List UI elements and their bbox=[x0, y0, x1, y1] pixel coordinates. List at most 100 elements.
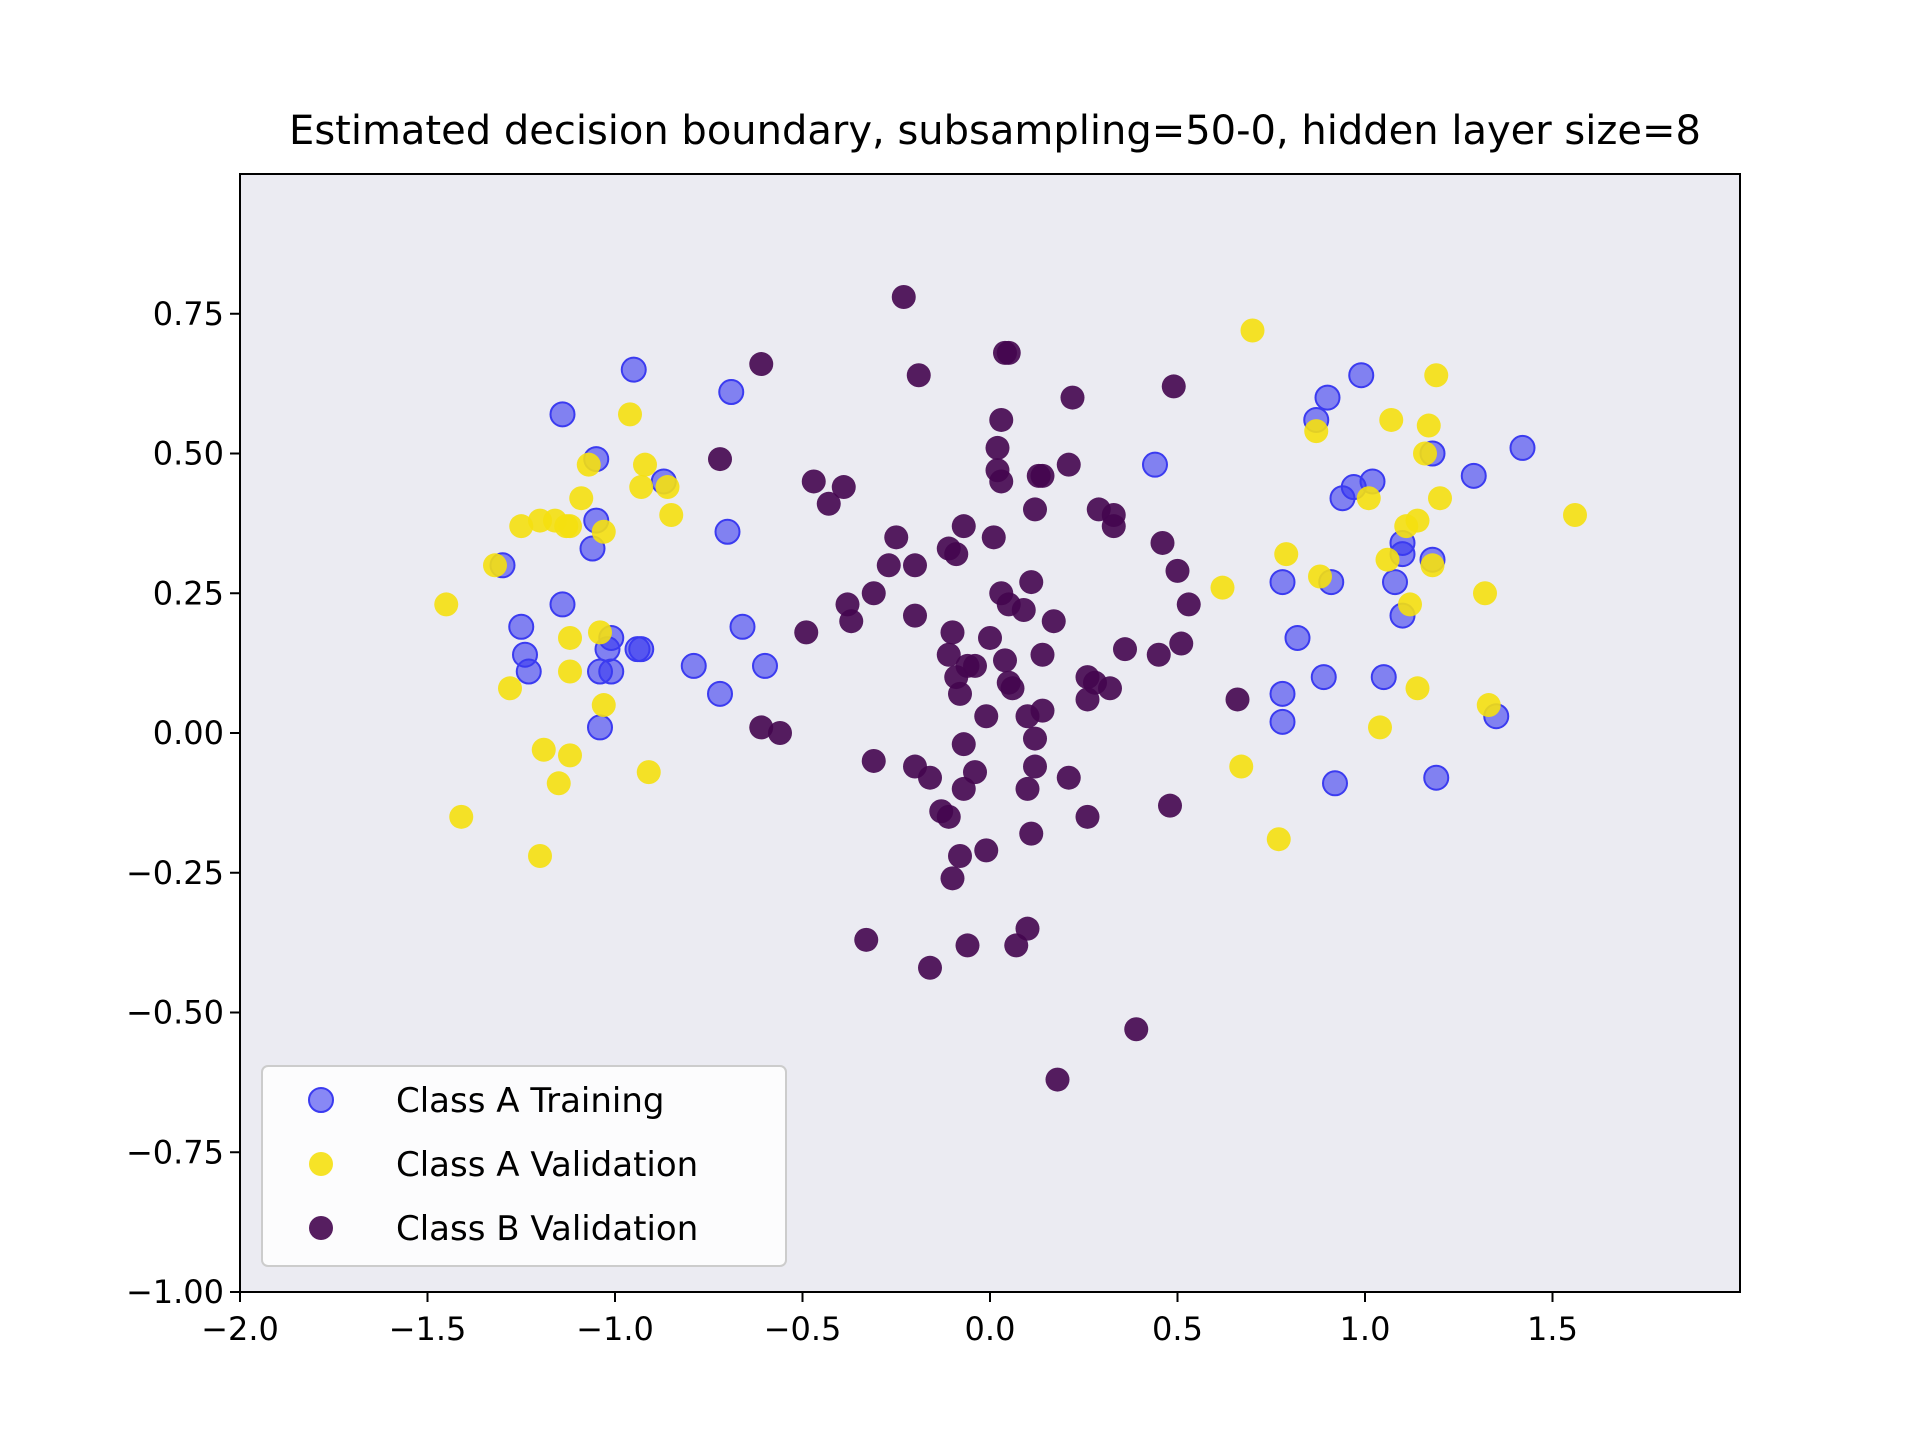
data-point bbox=[1098, 676, 1122, 701]
data-point bbox=[1158, 793, 1182, 818]
data-point bbox=[620, 356, 647, 383]
data-point bbox=[1329, 485, 1356, 512]
data-point bbox=[576, 452, 601, 477]
data-point bbox=[1240, 318, 1265, 343]
data-point bbox=[483, 553, 507, 578]
data-point bbox=[752, 652, 778, 679]
x-tick-label: −2.0 bbox=[201, 1310, 279, 1348]
data-point bbox=[588, 620, 612, 645]
data-point bbox=[1314, 384, 1341, 411]
data-point bbox=[1379, 407, 1404, 432]
data-point bbox=[1169, 631, 1194, 656]
data-point bbox=[1056, 452, 1081, 477]
legend-marker bbox=[309, 1216, 333, 1240]
data-point bbox=[1308, 564, 1332, 589]
data-point bbox=[549, 591, 576, 618]
data-point bbox=[884, 525, 909, 550]
data-point bbox=[989, 407, 1014, 432]
data-point bbox=[918, 765, 942, 790]
data-point bbox=[948, 681, 972, 706]
data-point bbox=[587, 714, 613, 741]
data-point bbox=[528, 843, 552, 868]
data-point bbox=[794, 620, 819, 645]
legend-label: Class A Validation bbox=[396, 1145, 698, 1185]
data-point bbox=[749, 715, 774, 740]
y-tick-label: 0.25 bbox=[153, 574, 224, 612]
legend-label: Class B Validation bbox=[396, 1209, 698, 1249]
chart-title: Estimated decision boundary, subsampling… bbox=[289, 108, 1701, 154]
data-point bbox=[1023, 726, 1047, 751]
data-point bbox=[993, 648, 1017, 673]
x-tick-label: 1.5 bbox=[1527, 1310, 1578, 1348]
data-point bbox=[569, 486, 594, 511]
data-point bbox=[1428, 486, 1452, 511]
data-point bbox=[1310, 664, 1337, 691]
data-point bbox=[1015, 776, 1040, 801]
data-point bbox=[974, 838, 999, 863]
data-point bbox=[680, 652, 707, 679]
data-point bbox=[515, 658, 542, 685]
data-point bbox=[1398, 592, 1422, 617]
data-point bbox=[978, 625, 1002, 650]
data-point bbox=[558, 743, 582, 768]
data-point bbox=[1356, 486, 1381, 511]
data-point bbox=[1056, 765, 1081, 790]
data-point bbox=[1041, 609, 1066, 634]
data-point bbox=[628, 636, 655, 663]
data-point bbox=[1015, 704, 1040, 729]
data-point bbox=[1019, 821, 1044, 846]
points-layer bbox=[434, 284, 1587, 1092]
data-point bbox=[1269, 680, 1296, 707]
data-point bbox=[1348, 362, 1375, 389]
data-point bbox=[1075, 687, 1100, 712]
data-point bbox=[1304, 419, 1329, 444]
data-point bbox=[1370, 664, 1397, 691]
data-point bbox=[1075, 804, 1100, 829]
data-point bbox=[1420, 553, 1445, 578]
data-point bbox=[659, 502, 684, 527]
y-tick-label: −0.25 bbox=[126, 854, 224, 892]
data-point bbox=[1382, 569, 1408, 596]
data-point bbox=[1019, 570, 1044, 595]
data-point bbox=[508, 613, 535, 640]
data-point bbox=[1030, 463, 1055, 488]
legend-marker bbox=[308, 1087, 334, 1113]
data-point bbox=[1269, 708, 1296, 735]
data-point bbox=[554, 514, 579, 539]
data-point bbox=[655, 475, 680, 500]
data-point bbox=[1011, 598, 1036, 623]
data-point bbox=[708, 447, 732, 472]
data-point bbox=[955, 933, 980, 958]
data-point bbox=[936, 642, 961, 667]
data-point bbox=[906, 363, 931, 388]
data-point bbox=[940, 866, 965, 891]
data-point bbox=[1045, 1067, 1070, 1092]
data-point bbox=[1113, 637, 1137, 662]
data-point bbox=[598, 658, 625, 685]
data-point bbox=[707, 680, 733, 707]
data-point bbox=[801, 469, 826, 494]
data-point bbox=[1284, 624, 1311, 651]
data-point bbox=[940, 620, 965, 645]
data-point bbox=[558, 659, 582, 684]
x-tick-label: 1.0 bbox=[1340, 1310, 1391, 1348]
data-point bbox=[449, 804, 474, 829]
data-point bbox=[955, 653, 980, 678]
data-point bbox=[618, 402, 642, 427]
legend-label: Class A Training bbox=[396, 1081, 664, 1121]
data-point bbox=[1124, 1017, 1149, 1042]
data-point bbox=[1509, 434, 1536, 461]
data-point bbox=[816, 491, 841, 516]
series-class-b-validation bbox=[708, 284, 1250, 1092]
data-point bbox=[891, 284, 916, 309]
data-point bbox=[749, 352, 774, 377]
data-point bbox=[951, 514, 976, 539]
data-point bbox=[1229, 754, 1254, 779]
data-point bbox=[1000, 676, 1025, 701]
data-point bbox=[1269, 569, 1296, 596]
y-tick-label: 0.50 bbox=[153, 435, 224, 473]
data-point bbox=[636, 760, 661, 785]
data-point bbox=[1375, 547, 1400, 572]
data-point bbox=[509, 514, 534, 539]
data-point bbox=[1060, 385, 1085, 410]
